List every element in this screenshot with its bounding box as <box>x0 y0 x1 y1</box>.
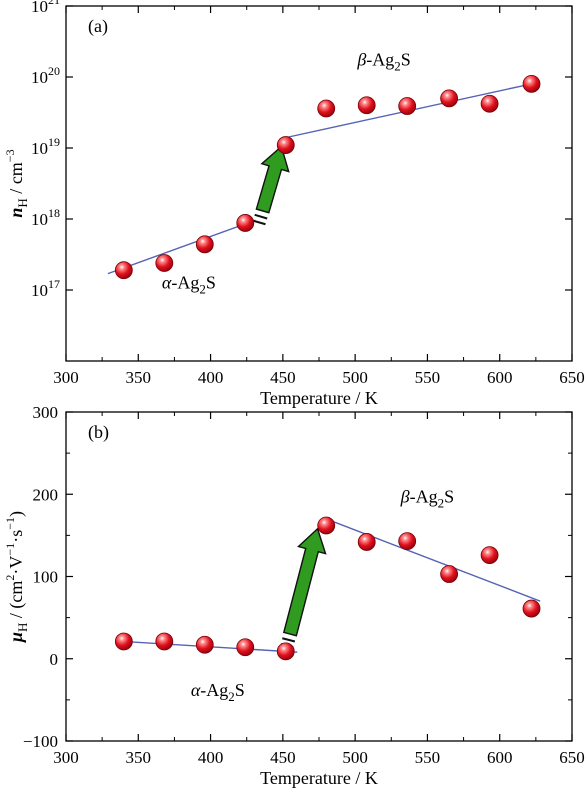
panel-b: 300 350 400 450 500 550 600 650 −100 0 100 200 300 Te… <box>3 403 585 788</box>
arrow-tail-stripe <box>252 219 266 226</box>
arrow-icon <box>282 527 327 637</box>
x-tick-label: 650 <box>559 748 585 767</box>
data-point <box>398 97 417 115</box>
arrow-icon <box>255 145 290 214</box>
data-point <box>114 632 133 651</box>
data-point <box>317 516 336 535</box>
data-point <box>440 565 459 583</box>
data-point <box>357 533 376 551</box>
plot-frame <box>65 5 573 362</box>
x-tick-label: 400 <box>198 368 224 387</box>
y-tick-label: 1021 <box>31 0 60 16</box>
arrow-tail-stripe <box>254 213 268 220</box>
x-tick-label: 600 <box>487 748 513 767</box>
panel-label: (a) <box>88 16 108 37</box>
phase-label: β-Ag2S <box>356 50 410 74</box>
y-tick-label: 200 <box>33 485 59 504</box>
x-axis-title: Temperature / K <box>260 768 378 788</box>
data-point <box>195 235 214 254</box>
x-tick-label: 350 <box>126 368 152 387</box>
y-tick-label: 1019 <box>31 135 60 158</box>
panel-label: (b) <box>88 422 109 443</box>
phase-label: β-Ag2S <box>400 486 454 510</box>
data-point <box>114 261 133 280</box>
x-tick-label: 550 <box>415 748 441 767</box>
data-point <box>522 74 541 93</box>
panel-a: 300 350 400 450 500 550 600 650 1017 1018 1019 1020… <box>3 0 585 408</box>
y-tick-label: −100 <box>23 732 58 751</box>
x-tick-label: 500 <box>342 368 368 387</box>
data-point <box>236 214 255 232</box>
data-point <box>155 254 174 272</box>
x-tick-label: 650 <box>559 368 585 387</box>
data-point <box>398 532 417 551</box>
phase-label: α-Ag2S <box>162 272 216 296</box>
data-point <box>480 94 499 113</box>
arrow-tail-stripe <box>282 637 296 643</box>
y-tick-label: 300 <box>33 403 59 422</box>
y-tick-label: 1020 <box>31 64 60 87</box>
x-tick-label: 400 <box>198 748 224 767</box>
x-axis-title: Temperature / K <box>260 388 378 408</box>
fit-line <box>325 518 541 602</box>
data-point <box>236 638 255 657</box>
data-point <box>276 642 295 661</box>
y-tick-label: 100 <box>33 568 59 587</box>
y-axis-title: μH / (cm2·V−1·s−1) <box>3 511 30 643</box>
x-tick-label: 300 <box>53 368 79 387</box>
data-point <box>480 546 499 565</box>
x-tick-label: 600 <box>487 368 513 387</box>
x-tick-label: 300 <box>53 748 79 767</box>
data-point <box>276 136 295 154</box>
y-tick-label: 0 <box>50 650 59 669</box>
data-point <box>522 599 541 618</box>
x-tick-label: 350 <box>126 748 152 767</box>
data-point <box>195 635 214 654</box>
x-tick-label: 550 <box>415 368 441 387</box>
data-point <box>357 96 376 115</box>
data-point <box>440 89 459 108</box>
plot-frame <box>65 411 573 742</box>
data-point <box>155 632 174 651</box>
y-axis-title: nH / cm−3 <box>3 149 30 217</box>
y-tick-label: 1017 <box>31 277 60 300</box>
x-tick-label: 450 <box>270 368 296 387</box>
x-tick-label: 500 <box>342 748 368 767</box>
phase-label: α-Ag2S <box>191 680 245 704</box>
x-tick-label: 450 <box>270 748 296 767</box>
fit-line <box>107 219 256 275</box>
y-tick-label: 1018 <box>31 206 60 229</box>
data-point <box>317 99 336 118</box>
